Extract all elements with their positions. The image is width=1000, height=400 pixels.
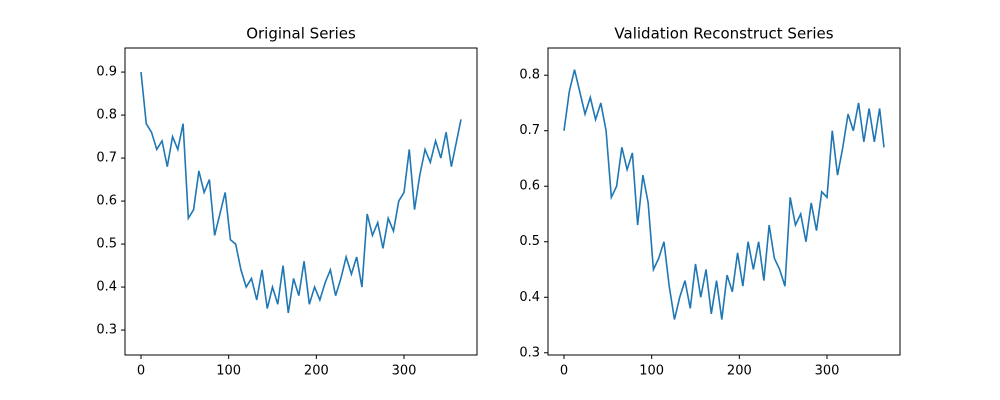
y-tick-label: 0.5 [96,237,117,252]
x-tick-label: 0 [137,364,145,379]
y-tick-label: 0.7 [96,151,117,166]
x-tick-label: 100 [639,364,664,379]
y-tick-label: 0.4 [96,280,117,295]
x-tick-label: 200 [727,364,752,379]
y-tick-label: 0.8 [96,108,117,123]
chart-title: Original Series [246,25,356,43]
y-tick-label: 0.3 [519,345,540,360]
plot-frame [547,47,901,356]
y-tick-label: 0.7 [519,123,540,138]
y-tick-label: 0.6 [96,194,117,209]
y-tick-label: 0.9 [96,65,117,80]
chart-title: Validation Reconstruct Series [614,25,833,43]
y-tick-label: 0.5 [519,234,540,249]
x-tick-label: 300 [392,364,417,379]
y-tick-label: 0.8 [519,68,540,83]
y-tick-label: 0.3 [96,323,117,338]
x-tick-label: 200 [304,364,329,379]
x-tick-label: 300 [815,364,840,379]
data-line [563,69,885,320]
x-tick-label: 100 [216,364,241,379]
y-tick-label: 0.4 [519,290,540,305]
data-line [140,71,462,313]
x-tick-label: 0 [560,364,568,379]
plot-frame [124,47,478,356]
y-tick-label: 0.6 [519,179,540,194]
